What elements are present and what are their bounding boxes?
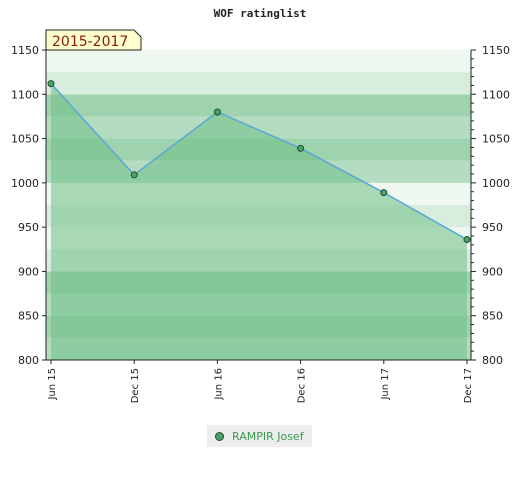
y-axis-left-ticks: 800 850 900 950 1000 1050 1100 1150 [11,44,46,367]
data-point [297,144,305,152]
grid-band [46,50,471,73]
x-tick-label: Dec 15 [130,368,141,403]
x-tick-label: Dec 17 [463,368,474,403]
y-tick-label: 1000 [11,177,39,190]
data-point [213,108,221,116]
y-tick-label: 1150 [482,44,510,57]
data-point [130,171,138,179]
y-tick-label: 900 [18,265,39,278]
y-tick-label: 1100 [482,88,510,101]
y-tick-label: 800 [18,354,39,367]
y-tick-label: 1050 [482,133,510,146]
y-tick-label: 900 [482,265,503,278]
legend-marker-icon [215,431,224,441]
x-tick-label: Jun 17 [380,368,391,401]
data-point [47,80,55,88]
x-axis-ticks: Jun 15 Dec 15 Jun 16 Dec 16 Jun 17 Dec 17 [47,360,474,403]
y-tick-label: 1150 [11,44,39,57]
grid-band [46,94,471,117]
y-tick-label: 850 [18,310,39,323]
series-line [50,83,468,241]
y-tick-label: 1000 [482,177,510,190]
y-axis-right-ticks: 800 850 900 950 1000 1050 1100 1150 [471,44,510,367]
y-tick-label: 1050 [11,133,39,146]
legend[interactable]: RAMPIR Josef [207,425,312,447]
chart-title: WOF ratinglist [214,7,307,20]
axes [45,50,472,361]
legend-series-label: RAMPIR Josef [232,429,304,443]
rating-area [50,83,468,361]
period-badge-label: 2015-2017 [52,34,128,50]
period-badge: 2015-2017 [45,29,142,51]
y-tick-label: 850 [482,310,503,323]
area-fill [51,83,467,361]
y-tick-label: 800 [482,354,503,367]
grid-band [46,72,471,95]
grid-band [46,116,471,139]
x-tick-label: Jun 16 [213,368,224,401]
x-tick-label: Dec 16 [297,368,308,403]
data-point [463,236,471,244]
x-tick-label: Jun 15 [47,368,58,401]
y-tick-label: 950 [482,221,503,234]
data-markers [47,80,471,244]
y-tick-label: 1100 [11,88,39,101]
y-tick-label: 950 [18,221,39,234]
data-point [380,189,388,197]
